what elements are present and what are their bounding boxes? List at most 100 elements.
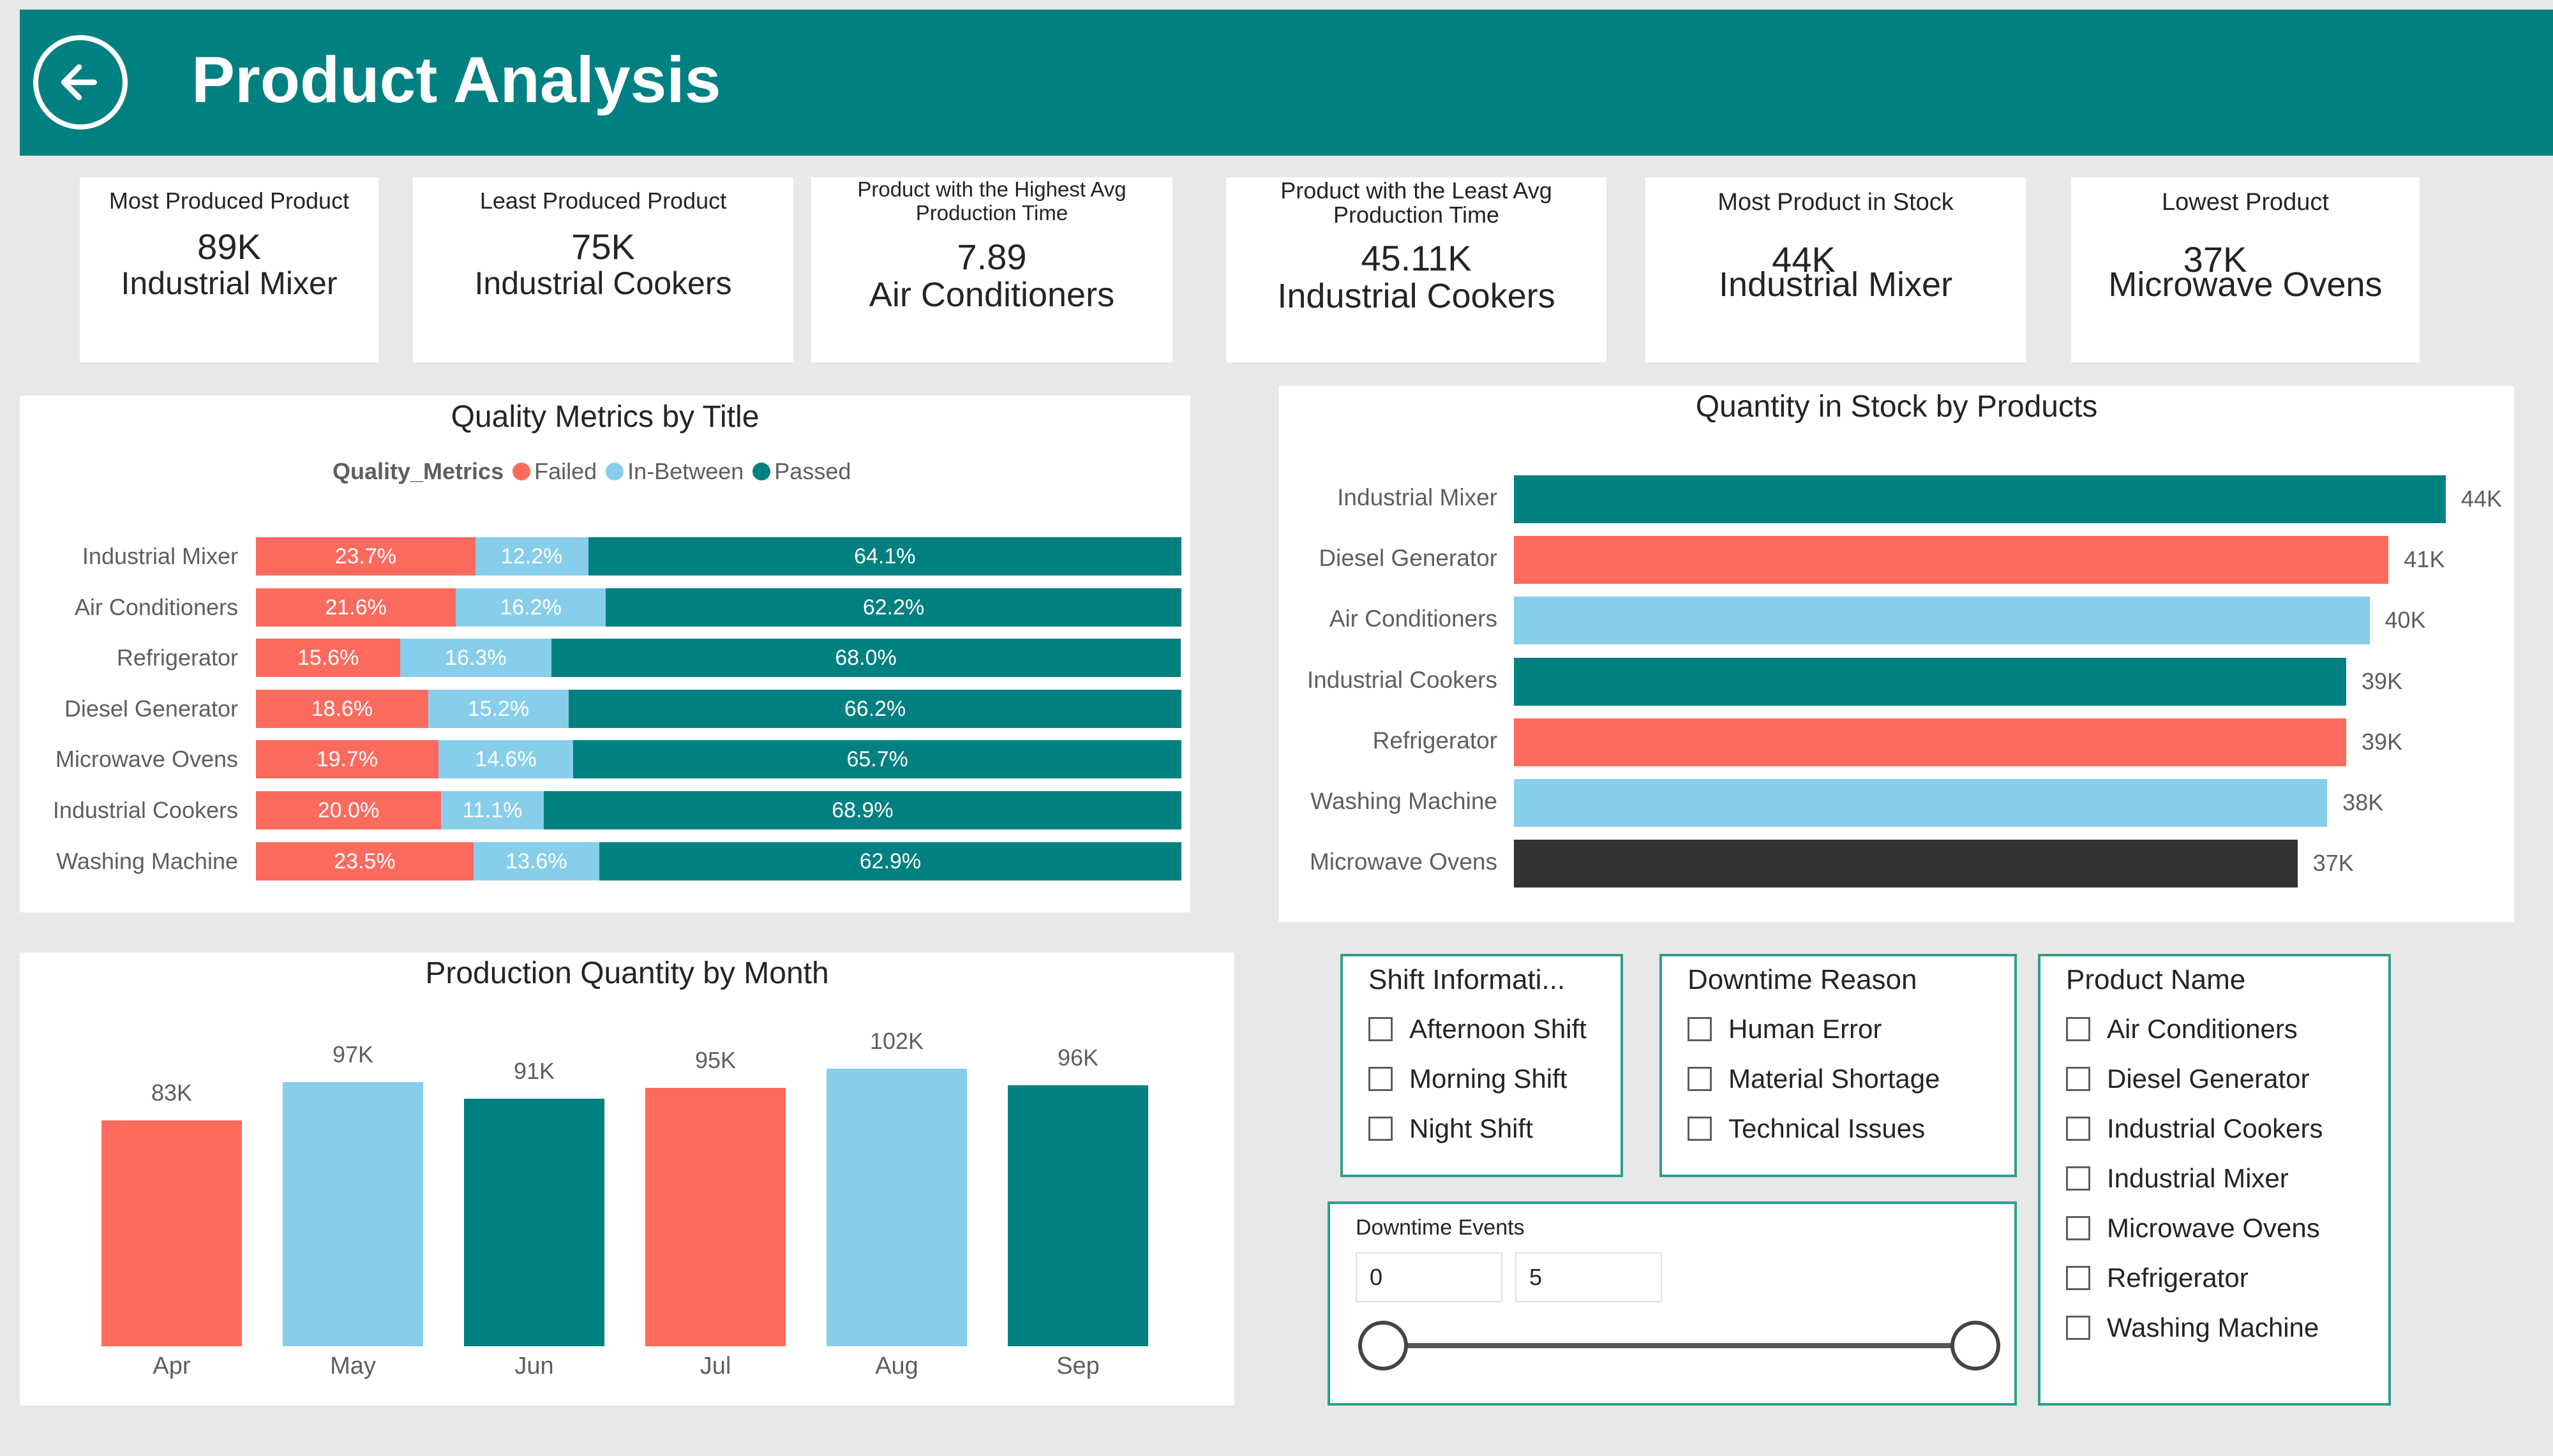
checkbox[interactable] [2066, 1266, 2090, 1290]
stock-bar[interactable] [1514, 597, 2370, 645]
checkbox[interactable] [2066, 1216, 2090, 1240]
slicer-item-technical-issues[interactable]: Technical Issues [1688, 1111, 1925, 1147]
bar-segment-in-between[interactable]: 14.6% [438, 740, 574, 779]
bar-segment-in-between[interactable]: 16.3% [400, 639, 551, 678]
bar-segment-failed[interactable]: 23.7% [256, 537, 475, 576]
kpi-label: Lowest Product [2162, 189, 2329, 216]
bar-segment-passed[interactable]: 66.2% [569, 689, 1181, 728]
slicer-item-morning-shift[interactable]: Morning Shift [1368, 1061, 1567, 1097]
stock-bar[interactable] [1514, 840, 2298, 888]
stock-bar[interactable] [1514, 475, 2446, 523]
bar-segment-passed[interactable]: 64.1% [588, 537, 1181, 576]
range-min-input[interactable]: 0 [1356, 1252, 1502, 1302]
checkbox[interactable] [2066, 1117, 2090, 1141]
bar-segment-passed[interactable]: 62.2% [606, 588, 1181, 627]
bar-segment-passed[interactable]: 68.9% [543, 791, 1181, 829]
range-track[interactable] [1381, 1343, 1968, 1348]
category-label: Air Conditioners [1329, 605, 1497, 632]
bar-segment-failed[interactable]: 23.5% [256, 842, 474, 880]
slicer-item-washing-machine[interactable]: Washing Machine [2066, 1310, 2319, 1346]
month-bar[interactable] [101, 1120, 242, 1346]
kpi-card-least-produced: Least Produced Product 75K Industrial Co… [413, 177, 793, 362]
bar-segment-passed[interactable]: 65.7% [573, 740, 1181, 779]
bar-segment-in-between[interactable]: 11.1% [441, 791, 544, 829]
shift-slicer: Shift Informati... Afternoon Shift Morni… [1340, 954, 1623, 1177]
category-label: Industrial Cookers [52, 797, 238, 823]
month-bar[interactable] [827, 1069, 967, 1346]
category-label: Air Conditioners [74, 593, 238, 620]
slicer-item-refrigerator[interactable]: Refrigerator [2066, 1260, 2249, 1296]
checkbox[interactable] [1688, 1067, 1712, 1091]
slicer-item-label: Washing Machine [2107, 1312, 2319, 1342]
kpi-name: Industrial Cookers [474, 265, 732, 301]
bar-segment-failed[interactable]: 15.6% [256, 639, 401, 678]
data-label: 37K [2312, 850, 2354, 877]
downtime-events-slicer: Downtime Events 0 5 [1328, 1201, 2017, 1406]
bar-segment-in-between[interactable]: 12.2% [475, 537, 588, 576]
bar-segment-failed[interactable]: 19.7% [256, 740, 438, 779]
slicer-item-diesel-generator[interactable]: Diesel Generator [2066, 1061, 2309, 1097]
checkbox[interactable] [1368, 1067, 1393, 1091]
bar-segment-failed[interactable]: 18.6% [256, 689, 428, 728]
back-button[interactable] [33, 35, 128, 130]
slicer-item-label: Industrial Mixer [2107, 1163, 2289, 1193]
bar-segment-failed[interactable]: 20.0% [256, 791, 441, 829]
slicer-item-air-conditioners[interactable]: Air Conditioners [2066, 1011, 2298, 1047]
kpi-label: Least Produced Product [479, 188, 727, 214]
slicer-title: Downtime Reason [1688, 964, 1917, 995]
category-label: Industrial Cookers [1306, 666, 1497, 693]
data-label: 102K [869, 1028, 924, 1054]
range-min-handle[interactable] [1358, 1321, 1408, 1371]
slicer-item-label: Microwave Ovens [2107, 1213, 2320, 1243]
checkbox[interactable] [1688, 1017, 1712, 1041]
bar-segment-in-between[interactable]: 16.2% [456, 588, 606, 627]
checkbox[interactable] [2066, 1067, 2090, 1091]
chart-title: Quantity in Stock by Products [1695, 390, 2098, 424]
month-bar[interactable] [645, 1087, 786, 1346]
slicer-item-afternoon-shift[interactable]: Afternoon Shift [1368, 1011, 1587, 1047]
month-bar[interactable] [283, 1082, 423, 1346]
x-tick-label: Jun [514, 1353, 554, 1379]
month-bar[interactable] [464, 1098, 604, 1346]
checkbox[interactable] [1688, 1117, 1712, 1141]
stock-bar[interactable] [1514, 779, 2328, 827]
kpi-label: Product with the Highest Avg Production … [857, 177, 1127, 225]
bar-segment-in-between[interactable]: 13.6% [473, 842, 599, 880]
checkbox[interactable] [1368, 1117, 1393, 1141]
category-label: Industrial Mixer [1337, 484, 1497, 510]
kpi-value: 45.11K [1361, 238, 1472, 278]
checkbox[interactable] [2066, 1017, 2090, 1041]
slicer-title: Product Name [2066, 964, 2246, 995]
category-label: Industrial Mixer [82, 543, 238, 569]
stock-bar[interactable] [1514, 718, 2347, 766]
range-max-handle[interactable] [1950, 1321, 2000, 1371]
slicer-item-industrial-cookers[interactable]: Industrial Cookers [2066, 1111, 2323, 1147]
category-label: Washing Machine [56, 847, 238, 874]
slicer-item-label: Technical Issues [1728, 1113, 1926, 1143]
kpi-card-highest-avg-time: Product with the Highest Avg Production … [811, 177, 1172, 362]
bar-segment-passed[interactable]: 62.9% [599, 842, 1181, 880]
slicer-item-material-shortage[interactable]: Material Shortage [1688, 1061, 1940, 1097]
month-bar[interactable] [1008, 1085, 1148, 1346]
legend-item-in-between[interactable]: In-Between [606, 458, 744, 485]
slicer-item-microwave-ovens[interactable]: Microwave Ovens [2066, 1210, 2320, 1246]
legend-item-passed[interactable]: Passed [752, 458, 851, 485]
checkbox[interactable] [2066, 1166, 2090, 1191]
bar-segment-passed[interactable]: 68.0% [551, 639, 1181, 678]
kpi-name: Industrial Mixer [1718, 265, 1953, 304]
legend-dot [606, 463, 624, 480]
checkbox[interactable] [2066, 1316, 2090, 1340]
bar-segment-failed[interactable]: 21.6% [256, 588, 456, 627]
slicer-item-human-error[interactable]: Human Error [1688, 1011, 1882, 1047]
slicer-item-industrial-mixer[interactable]: Industrial Mixer [2066, 1161, 2289, 1196]
checkbox[interactable] [1368, 1017, 1393, 1041]
data-label: 38K [2342, 789, 2384, 815]
legend-item-failed[interactable]: Failed [513, 458, 597, 485]
stock-bar[interactable] [1514, 657, 2347, 706]
bar-segment-in-between[interactable]: 15.2% [428, 689, 569, 728]
kpi-name: Air Conditioners [869, 276, 1115, 314]
slicer-item-night-shift[interactable]: Night Shift [1368, 1111, 1533, 1147]
stock-bars: Industrial Mixer 44K Diesel Generator 41K Ai… [1279, 386, 2514, 922]
range-max-input[interactable]: 5 [1515, 1252, 1662, 1302]
stock-bar[interactable] [1514, 536, 2389, 584]
